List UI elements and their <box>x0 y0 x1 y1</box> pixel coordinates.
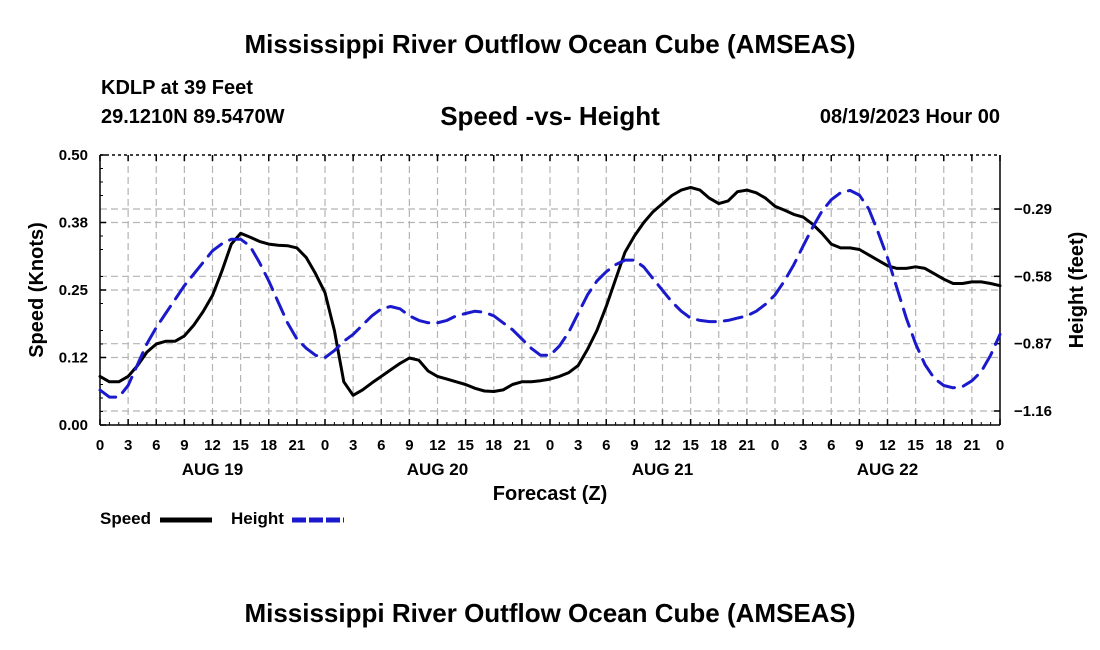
x-tick-label: 18 <box>935 437 952 454</box>
x-tick-label: 0 <box>771 437 779 454</box>
x-tick-label: 21 <box>739 437 756 454</box>
x-tick-label: 15 <box>232 437 249 454</box>
y-tick-label: 0.38 <box>59 215 88 232</box>
station-label: KDLP at 39 Feet <box>101 77 253 99</box>
x-tick-label: 21 <box>964 437 981 454</box>
coordinates-label: 29.1210N 89.5470W <box>101 106 285 128</box>
x-tick-label: 12 <box>654 437 671 454</box>
x-tick-label: 9 <box>630 437 638 454</box>
grid-layer <box>100 155 1000 425</box>
x-tick-label: 3 <box>574 437 582 454</box>
x-tick-label: 6 <box>152 437 160 454</box>
chart-main-title: Mississippi River Outflow Ocean Cube (AM… <box>244 29 856 59</box>
chart-subtitle: Speed -vs- Height <box>440 101 660 131</box>
x-tick-label: 12 <box>204 437 221 454</box>
axis-ticks: 0 3 6 9 12 15 18 21 0 3 6 9 12 15 18 21 0 3 6 9 12 15 18 21 0 3 6 9… <box>59 147 1052 479</box>
forecast-datetime: 08/19/2023 Hour 00 <box>819 106 1000 128</box>
legend-height-label: Height <box>231 509 284 528</box>
series-speed-line <box>98 185 1002 397</box>
day-label: AUG 21 <box>632 460 693 479</box>
x-tick-label: 6 <box>377 437 385 454</box>
y-tick-label: 0.25 <box>59 282 88 299</box>
x-tick-label: 0 <box>321 437 329 454</box>
x-tick-label: 3 <box>799 437 807 454</box>
x-tick-label: 9 <box>405 437 413 454</box>
y-axis-label: Speed (Knots) <box>26 222 48 358</box>
x-tick-label: 3 <box>349 437 357 454</box>
x-tick-label: 15 <box>457 437 474 454</box>
y2-tick-label: −0.58 <box>1014 268 1052 285</box>
y2-tick-label: −0.29 <box>1014 201 1052 218</box>
x-tick-label: 0 <box>546 437 554 454</box>
x-tick-label: 18 <box>485 437 502 454</box>
day-label: AUG 19 <box>182 460 243 479</box>
day-label: AUG 22 <box>857 460 918 479</box>
y-tick-label: 0.50 <box>59 147 88 164</box>
x-tick-label: 18 <box>710 437 727 454</box>
x-tick-label: 18 <box>260 437 277 454</box>
x-tick-label: 12 <box>429 437 446 454</box>
x-tick-label: 6 <box>602 437 610 454</box>
y2-tick-label: −1.16 <box>1014 403 1052 420</box>
x-tick-label: 15 <box>907 437 924 454</box>
series-layer <box>98 185 1002 399</box>
x-tick-label: 0 <box>96 437 104 454</box>
x-tick-label: 15 <box>682 437 699 454</box>
x-tick-label: 21 <box>514 437 531 454</box>
legend-speed-label: Speed <box>100 509 152 528</box>
x-tick-label: 0 <box>996 437 1004 454</box>
x-tick-label: 6 <box>827 437 835 454</box>
x-tick-label: 12 <box>879 437 896 454</box>
x-tick-label: 3 <box>124 437 132 454</box>
x-tick-label: 9 <box>855 437 863 454</box>
series-height-line <box>98 188 1002 399</box>
x-tick-label: 9 <box>180 437 188 454</box>
y-tick-label: 0.00 <box>59 417 88 434</box>
y-tick-label: 0.12 <box>59 350 88 367</box>
x-axis-label: Forecast (Z) <box>493 483 607 505</box>
y2-axis-label: Height (feet) <box>1066 232 1088 349</box>
footer-title: Mississippi River Outflow Ocean Cube (AM… <box>244 598 856 628</box>
y2-tick-label: −0.87 <box>1014 336 1052 353</box>
day-label: AUG 20 <box>407 460 468 479</box>
x-tick-label: 21 <box>289 437 306 454</box>
